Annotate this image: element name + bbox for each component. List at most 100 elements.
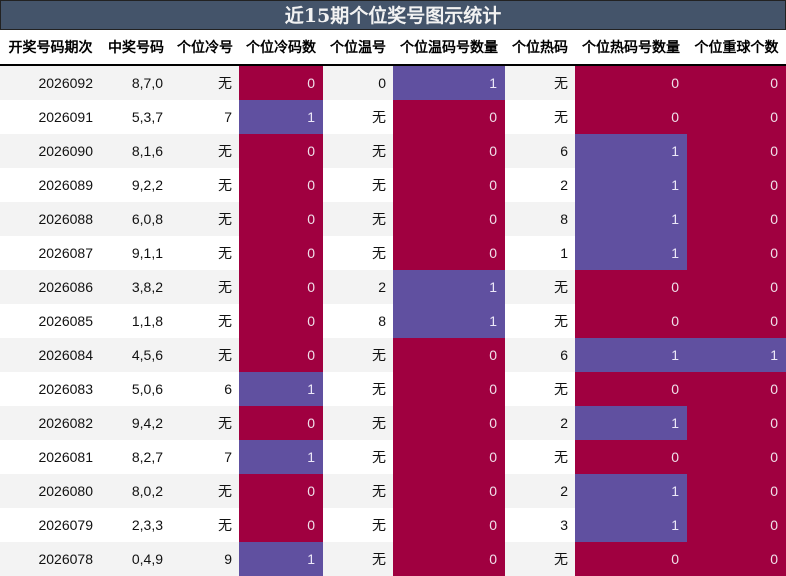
table-row: 2026088 6,0,8 无 0 无 0 8 1 0 — [0, 202, 786, 236]
warm-cell: 无 — [323, 440, 393, 474]
repeat-cell: 0 — [687, 270, 786, 304]
warm-count-cell: 0 — [393, 508, 505, 542]
table-row: 2026078 0,4,9 9 1 无 0 无 0 0 — [0, 542, 786, 576]
issue-cell: 2026078 — [0, 542, 101, 576]
issue-cell: 2026086 — [0, 270, 101, 304]
cold-cell: 无 — [171, 304, 239, 338]
warm-cell: 无 — [323, 542, 393, 576]
warm-cell: 0 — [323, 65, 393, 100]
repeat-cell: 0 — [687, 65, 786, 100]
cold-cell: 7 — [171, 100, 239, 134]
warm-count-cell: 0 — [393, 134, 505, 168]
hot-cell: 2 — [505, 474, 575, 508]
cold-count-cell: 0 — [239, 134, 323, 168]
hot-count-cell: 1 — [575, 406, 687, 440]
cold-count-cell: 1 — [239, 440, 323, 474]
issue-cell: 2026080 — [0, 474, 101, 508]
cold-count-cell: 0 — [239, 65, 323, 100]
repeat-cell: 1 — [687, 338, 786, 372]
numbers-cell: 8,0,2 — [101, 474, 171, 508]
col-header-cold-count: 个位冷码数 — [239, 30, 323, 66]
hot-count-cell: 1 — [575, 508, 687, 542]
hot-cell: 2 — [505, 168, 575, 202]
hot-cell: 6 — [505, 134, 575, 168]
cold-count-cell: 0 — [239, 338, 323, 372]
hot-cell: 无 — [505, 372, 575, 406]
col-header-cold: 个位冷号 — [171, 30, 239, 66]
numbers-cell: 4,5,6 — [101, 338, 171, 372]
hot-count-cell: 1 — [575, 134, 687, 168]
col-header-hot: 个位热码 — [505, 30, 575, 66]
issue-cell: 2026079 — [0, 508, 101, 542]
issue-cell: 2026085 — [0, 304, 101, 338]
cold-count-cell: 0 — [239, 168, 323, 202]
warm-count-cell: 0 — [393, 168, 505, 202]
numbers-cell: 1,1,8 — [101, 304, 171, 338]
cold-cell: 无 — [171, 168, 239, 202]
hot-count-cell: 1 — [575, 202, 687, 236]
table-row: 2026082 9,4,2 无 0 无 0 2 1 0 — [0, 406, 786, 440]
cold-cell: 无 — [171, 474, 239, 508]
warm-count-cell: 0 — [393, 236, 505, 270]
hot-count-cell: 0 — [575, 372, 687, 406]
hot-cell: 8 — [505, 202, 575, 236]
numbers-cell: 9,1,1 — [101, 236, 171, 270]
hot-cell: 无 — [505, 100, 575, 134]
cold-cell: 6 — [171, 372, 239, 406]
repeat-cell: 0 — [687, 134, 786, 168]
warm-cell: 无 — [323, 406, 393, 440]
warm-count-cell: 0 — [393, 372, 505, 406]
cold-count-cell: 0 — [239, 270, 323, 304]
table-row: 2026092 8,7,0 无 0 0 1 无 0 0 — [0, 65, 786, 100]
cold-cell: 无 — [171, 406, 239, 440]
issue-cell: 2026092 — [0, 65, 101, 100]
table-row: 2026079 2,3,3 无 0 无 0 3 1 0 — [0, 508, 786, 542]
hot-count-cell: 0 — [575, 304, 687, 338]
numbers-cell: 9,4,2 — [101, 406, 171, 440]
hot-cell: 3 — [505, 508, 575, 542]
cold-cell: 7 — [171, 440, 239, 474]
cold-cell: 无 — [171, 202, 239, 236]
warm-count-cell: 0 — [393, 100, 505, 134]
header-row: 开奖号码期次 中奖号码 个位冷号 个位冷码数 个位温号 个位温码号数量 个位热码… — [0, 30, 786, 66]
col-header-warm: 个位温号 — [323, 30, 393, 66]
repeat-cell: 0 — [687, 406, 786, 440]
cold-cell: 无 — [171, 236, 239, 270]
repeat-cell: 0 — [687, 202, 786, 236]
table-row: 2026091 5,3,7 7 1 无 0 无 0 0 — [0, 100, 786, 134]
repeat-cell: 0 — [687, 542, 786, 576]
warm-cell: 8 — [323, 304, 393, 338]
cold-count-cell: 0 — [239, 202, 323, 236]
hot-count-cell: 1 — [575, 338, 687, 372]
warm-count-cell: 0 — [393, 406, 505, 440]
hot-cell: 无 — [505, 270, 575, 304]
issue-cell: 2026091 — [0, 100, 101, 134]
table-row: 2026085 1,1,8 无 0 8 1 无 0 0 — [0, 304, 786, 338]
warm-count-cell: 1 — [393, 304, 505, 338]
issue-cell: 2026087 — [0, 236, 101, 270]
issue-cell: 2026084 — [0, 338, 101, 372]
hot-cell: 无 — [505, 65, 575, 100]
col-header-repeat: 个位重球个数 — [687, 30, 786, 66]
issue-cell: 2026083 — [0, 372, 101, 406]
repeat-cell: 0 — [687, 168, 786, 202]
numbers-cell: 2,3,3 — [101, 508, 171, 542]
repeat-cell: 0 — [687, 474, 786, 508]
cold-count-cell: 1 — [239, 100, 323, 134]
hot-count-cell: 0 — [575, 542, 687, 576]
repeat-cell: 0 — [687, 236, 786, 270]
hot-cell: 2 — [505, 406, 575, 440]
hot-cell: 1 — [505, 236, 575, 270]
cold-cell: 无 — [171, 270, 239, 304]
table-row: 2026087 9,1,1 无 0 无 0 1 1 0 — [0, 236, 786, 270]
numbers-cell: 0,4,9 — [101, 542, 171, 576]
warm-count-cell: 0 — [393, 338, 505, 372]
hot-cell: 无 — [505, 304, 575, 338]
warm-cell: 无 — [323, 168, 393, 202]
table-body: 2026092 8,7,0 无 0 0 1 无 0 0 2026091 5,3,7 7 1 无 0 无 0 0 20… — [0, 65, 786, 576]
repeat-cell: 0 — [687, 304, 786, 338]
col-header-hot-count: 个位热码号数量 — [575, 30, 687, 66]
stats-table: 开奖号码期次 中奖号码 个位冷号 个位冷码数 个位温号 个位温码号数量 个位热码… — [0, 30, 786, 576]
cold-count-cell: 0 — [239, 236, 323, 270]
table-row: 2026083 5,0,6 6 1 无 0 无 0 0 — [0, 372, 786, 406]
